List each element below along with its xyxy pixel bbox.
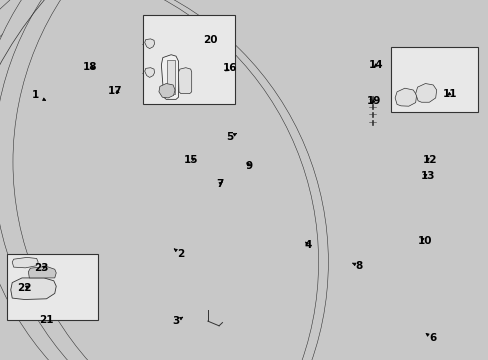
Circle shape: [0, 0, 410, 360]
Polygon shape: [299, 72, 358, 124]
Text: 6: 6: [425, 333, 435, 343]
Polygon shape: [239, 98, 266, 118]
Polygon shape: [12, 257, 38, 268]
Text: 19: 19: [366, 96, 381, 106]
Text: 7: 7: [216, 179, 224, 189]
Circle shape: [13, 0, 488, 360]
Polygon shape: [11, 278, 56, 300]
Circle shape: [0, 0, 423, 360]
Polygon shape: [167, 60, 175, 94]
Polygon shape: [366, 72, 384, 80]
Text: 5: 5: [226, 132, 236, 142]
Polygon shape: [28, 266, 56, 278]
Polygon shape: [178, 68, 191, 94]
Polygon shape: [418, 238, 432, 252]
Polygon shape: [201, 165, 225, 191]
Polygon shape: [48, 97, 115, 288]
Text: 23: 23: [34, 263, 49, 273]
Circle shape: [0, 0, 427, 360]
Text: 15: 15: [183, 155, 198, 165]
Text: 17: 17: [107, 86, 122, 96]
Text: 3: 3: [172, 316, 183, 326]
Bar: [142, 15, 234, 104]
Bar: [7, 254, 98, 320]
Polygon shape: [159, 84, 175, 98]
Text: 9: 9: [245, 161, 252, 171]
Text: 8: 8: [352, 261, 362, 271]
Polygon shape: [415, 84, 436, 102]
Polygon shape: [227, 152, 243, 167]
Polygon shape: [110, 73, 130, 92]
Polygon shape: [161, 55, 178, 99]
Polygon shape: [205, 68, 232, 94]
Polygon shape: [214, 93, 218, 99]
Polygon shape: [244, 72, 295, 131]
Text: 16: 16: [222, 63, 237, 73]
Polygon shape: [407, 147, 428, 165]
Polygon shape: [53, 204, 68, 235]
Text: 13: 13: [420, 171, 434, 181]
Polygon shape: [209, 189, 224, 202]
Polygon shape: [190, 274, 224, 310]
Polygon shape: [144, 68, 154, 77]
Polygon shape: [394, 88, 416, 106]
Text: 11: 11: [442, 89, 456, 99]
Polygon shape: [244, 133, 360, 254]
Text: 20: 20: [203, 35, 217, 45]
Text: 2: 2: [174, 249, 184, 259]
Polygon shape: [238, 69, 366, 312]
Text: 22: 22: [17, 283, 32, 293]
Polygon shape: [406, 220, 428, 240]
Bar: [390, 47, 477, 112]
Polygon shape: [77, 58, 108, 84]
Text: 4: 4: [304, 240, 311, 250]
Polygon shape: [222, 93, 226, 99]
Text: 21: 21: [39, 315, 54, 325]
Text: 14: 14: [368, 60, 383, 70]
Text: 1: 1: [32, 90, 45, 100]
Text: 18: 18: [83, 62, 98, 72]
Polygon shape: [185, 150, 203, 167]
Polygon shape: [340, 249, 359, 266]
Polygon shape: [188, 127, 201, 149]
Polygon shape: [46, 98, 58, 158]
Polygon shape: [244, 255, 360, 310]
Circle shape: [0, 0, 415, 360]
Text: 10: 10: [417, 236, 432, 246]
Polygon shape: [131, 93, 195, 293]
Polygon shape: [410, 310, 441, 339]
Text: 12: 12: [422, 155, 437, 165]
Polygon shape: [144, 39, 154, 49]
Polygon shape: [409, 167, 427, 182]
